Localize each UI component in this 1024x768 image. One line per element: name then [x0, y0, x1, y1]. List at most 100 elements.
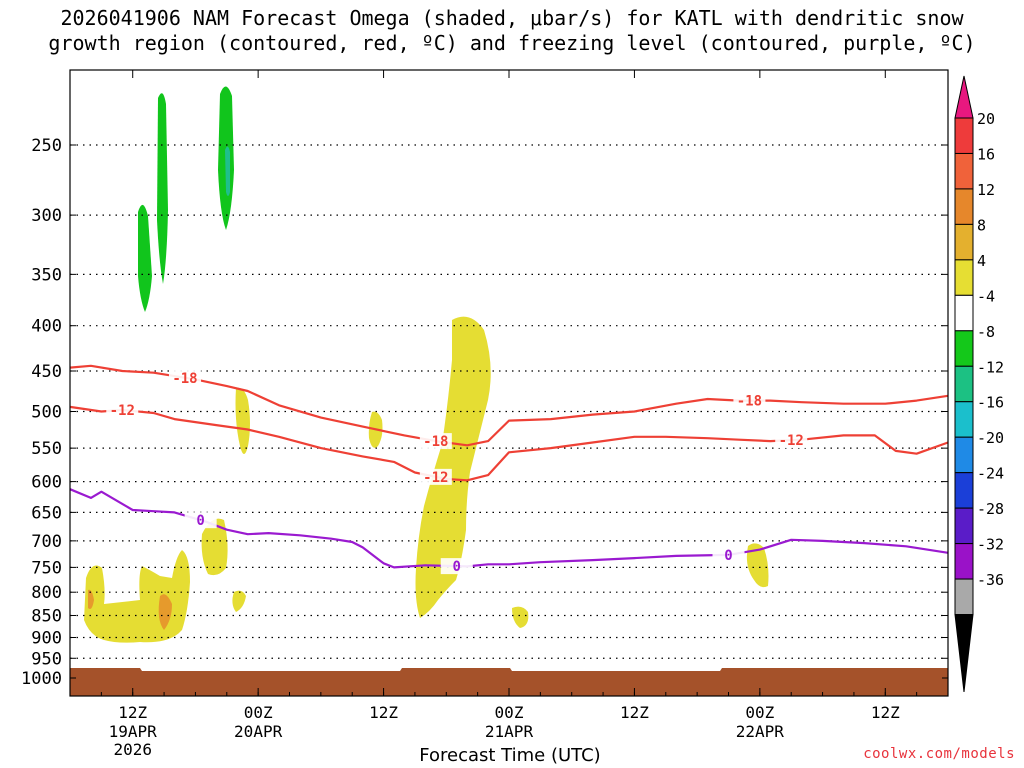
colorbar-label: -16: [977, 394, 1004, 412]
omega-shading: [84, 86, 769, 643]
omega-blob-subsidence: [235, 387, 250, 454]
contour-label: -12: [423, 470, 448, 486]
colorbar-segment: [954, 436, 974, 474]
y-tick-label: 250: [31, 136, 62, 156]
colorbar-segment: [954, 152, 974, 190]
chart-title: 2026041906 NAM Forecast Omega (shaded, μ…: [0, 6, 1024, 56]
x-tick-label: 00Z: [495, 703, 524, 722]
colorbar-label: -32: [977, 536, 1004, 554]
colorbar-label: 20: [977, 110, 995, 128]
y-tick-label: 550: [31, 439, 62, 459]
y-tick-label: 600: [31, 473, 62, 493]
contour-label-bg: [168, 369, 201, 386]
x-tick-label: 00Z: [745, 703, 774, 722]
colorbar-segment: [954, 507, 974, 545]
contour-label: 0: [453, 559, 461, 575]
y-tick-label: 850: [31, 607, 62, 627]
omega-blob-upward: [157, 93, 168, 284]
contour-line: [69, 405, 949, 482]
contour-line: [69, 488, 949, 569]
contour-label-bg: [440, 558, 473, 575]
contour-label: 0: [724, 548, 732, 564]
contour-label-bg: [419, 433, 452, 450]
y-tick-label: 950: [31, 649, 62, 669]
colorbar-label: -12: [977, 358, 1004, 376]
colorbar-segment: [954, 365, 974, 403]
plot-frame: [69, 69, 949, 697]
y-tick-label: 900: [31, 628, 62, 648]
omega-blob-subsidence: [746, 543, 769, 588]
contour-label-bg: [184, 512, 217, 529]
colorbar-label: -24: [977, 465, 1004, 483]
colorbar-label: -36: [977, 571, 1004, 589]
x-tick-sublabel: 20APR: [234, 722, 283, 741]
contour-label-bg: [733, 392, 766, 409]
colorbar-segment: [954, 578, 974, 616]
omega-blob-subsidence: [84, 550, 190, 643]
colorbar-label: 12: [977, 181, 995, 199]
colorbar-segment: [954, 401, 974, 438]
colorbar-label: -28: [977, 500, 1004, 518]
x-tick-label: 12Z: [871, 703, 900, 722]
contour-label-bg: [775, 432, 808, 449]
contour-label-bg: [106, 401, 139, 418]
x-tick-label: 00Z: [244, 703, 273, 722]
colorbar-segment: [954, 223, 974, 261]
x-tick-sublabel: 22APR: [736, 722, 785, 741]
omega-blob-upward: [138, 204, 152, 312]
y-tick-label: 750: [31, 558, 62, 578]
y-tick-label: 350: [31, 265, 62, 285]
colorbar: 20 16 12 8 4 -4 -8 -12 -16 -20 -24 -28 -32 -36: [954, 75, 1004, 693]
contour-label-bg: [419, 468, 452, 485]
omega-blob-subsidence-strong: [88, 589, 94, 609]
y-tick-label: 400: [31, 317, 62, 337]
y-tick-label: 800: [31, 583, 62, 603]
y-tick-label: 700: [31, 532, 62, 552]
y-axis: 2503003504004505005506006507007508008509…: [21, 136, 948, 689]
omega-blob-subsidence: [512, 606, 529, 628]
colorbar-segment: [954, 117, 974, 154]
x-tick-sublabel: 21APR: [485, 722, 534, 741]
terrain-fill: [70, 668, 948, 696]
colorbar-segment: [954, 543, 974, 580]
omega-blob-subsidence: [201, 518, 228, 576]
x-tick-label: 12Z: [620, 703, 649, 722]
colorbar-top-arrow: [954, 75, 974, 119]
chart-title-line-2: growth region (contoured, red, ºC) and f…: [48, 31, 976, 55]
y-tick-label: 450: [31, 362, 62, 382]
colorbar-label: 4: [977, 252, 986, 270]
colorbar-bottom-arrow: [954, 614, 974, 693]
y-tick-label: 300: [31, 206, 62, 226]
x-axis-label: Forecast Time (UTC): [419, 745, 601, 766]
colorbar-segment: [954, 472, 974, 509]
grid: [70, 144, 948, 679]
contour-label: -18: [737, 394, 762, 410]
omega-blob-subsidence: [232, 590, 246, 612]
contour-label: -18: [423, 434, 448, 450]
contour-label: -12: [110, 403, 135, 419]
x-tick-label: 12Z: [369, 703, 398, 722]
colorbar-label: 16: [977, 145, 995, 163]
contour-line: [69, 364, 949, 447]
x-tick-sublabel: 2026: [113, 740, 152, 759]
colorbar-label: -20: [977, 429, 1004, 447]
omega-blob-subsidence: [415, 316, 491, 618]
contour-label: -18: [172, 371, 197, 387]
omega-blob-upward-core: [225, 146, 230, 196]
x-tick-label: 12Z: [118, 703, 147, 722]
y-tick-label: 650: [31, 503, 62, 523]
watermark-link[interactable]: coolwx.com/models: [863, 746, 1015, 762]
omega-blob-subsidence-strong: [158, 594, 172, 630]
colorbar-segment: [954, 188, 974, 225]
x-tick-sublabel: 19APR: [109, 722, 158, 741]
colorbar-label: -4: [977, 287, 995, 305]
y-tick-label: 1000: [21, 669, 62, 689]
colorbar-label: -8: [977, 323, 995, 341]
contour-label-bg: [712, 546, 745, 563]
contours: -18 -18 -18 -12 -12 -12 0 0 0: [69, 364, 949, 575]
colorbar-segment: [954, 330, 974, 367]
chart-title-line-1: 2026041906 NAM Forecast Omega (shaded, μ…: [60, 6, 964, 30]
colorbar-segment: [954, 259, 974, 296]
